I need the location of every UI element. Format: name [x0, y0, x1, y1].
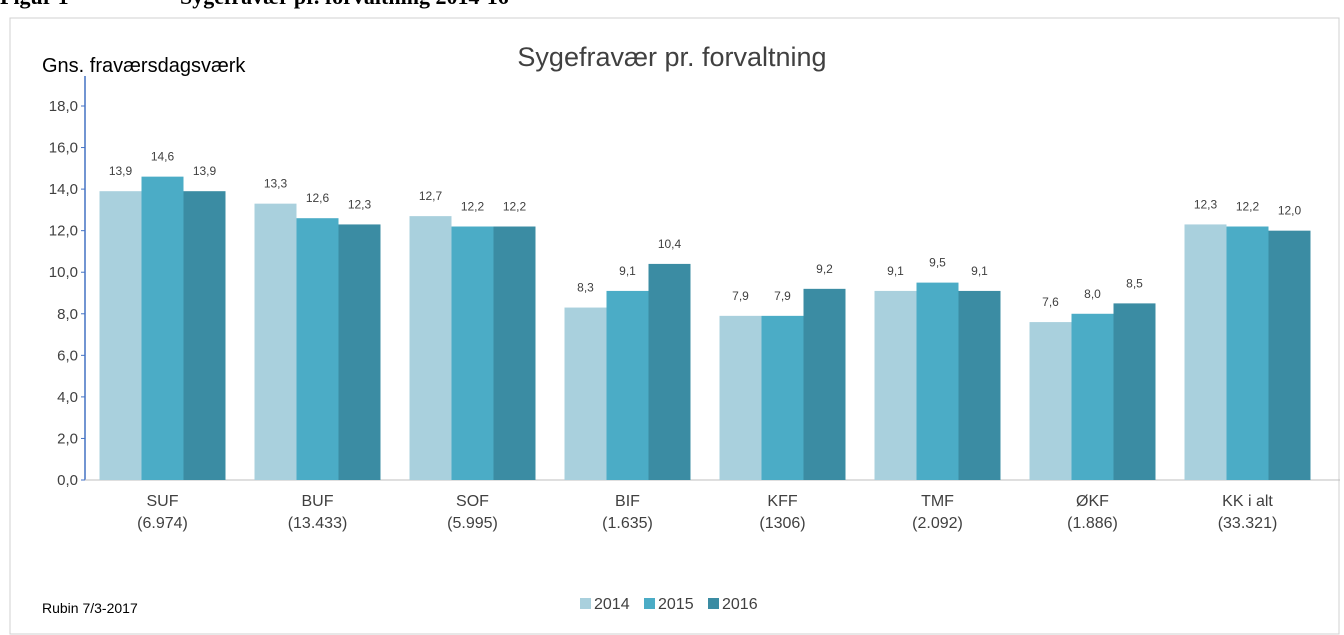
- value-label: 9,1: [619, 264, 636, 278]
- bar: [648, 263, 691, 480]
- bar: [564, 307, 607, 480]
- chart-title: Sygefravær pr. forvaltning: [517, 42, 826, 72]
- bar: [1268, 230, 1311, 480]
- y-tick-label: 0,0: [57, 472, 78, 489]
- bar: [916, 282, 959, 480]
- x-tick-label: TMF: [921, 493, 954, 510]
- value-label: 8,3: [577, 281, 594, 295]
- value-label: 9,5: [929, 256, 946, 270]
- figure-title: Sygefravær pr. forvaltning 2014-16: [180, 0, 509, 9]
- y-tick-label: 12,0: [49, 223, 78, 240]
- value-label: 12,7: [419, 189, 443, 203]
- x-tick-label: (1306): [759, 515, 805, 532]
- value-label: 12,2: [1236, 200, 1260, 214]
- y-axis-label: Gns. fraværsdagsværk: [42, 55, 246, 77]
- x-tick-label: (13.433): [288, 515, 348, 532]
- y-tick-label: 18,0: [49, 98, 78, 115]
- bar: [493, 226, 536, 480]
- bar: [761, 315, 804, 480]
- y-tick-label: 8,0: [57, 306, 78, 323]
- bar: [99, 191, 142, 480]
- x-tick-label: BIF: [615, 493, 640, 510]
- y-tick-label: 4,0: [57, 389, 78, 406]
- legend-swatch: [708, 598, 719, 609]
- bar: [141, 176, 184, 480]
- bar: [296, 218, 339, 480]
- bar: [409, 216, 452, 480]
- legend-swatch: [644, 598, 655, 609]
- figure-label: Figur 1: [0, 0, 69, 9]
- x-tick-label: SUF: [147, 493, 179, 510]
- x-tick-label: KFF: [767, 493, 797, 510]
- bar: [803, 288, 846, 480]
- legend-label: 2015: [658, 596, 694, 613]
- legend-label: 2014: [594, 596, 630, 613]
- value-label: 12,2: [503, 200, 527, 214]
- y-tick-label: 16,0: [49, 140, 78, 157]
- bar: [1071, 313, 1114, 480]
- value-label: 8,5: [1126, 276, 1143, 290]
- value-label: 9,1: [971, 264, 988, 278]
- x-tick-label: (1.635): [602, 515, 653, 532]
- legend-swatch: [580, 598, 591, 609]
- bar: [1226, 226, 1269, 480]
- x-tick-label: (33.321): [1218, 515, 1278, 532]
- x-tick-label: (1.886): [1067, 515, 1118, 532]
- x-tick-label: SOF: [456, 493, 489, 510]
- value-label: 12,3: [348, 197, 372, 211]
- bar: [183, 191, 226, 480]
- legend-label: 2016: [722, 596, 758, 613]
- x-tick-label: ØKF: [1076, 493, 1109, 510]
- value-label: 9,2: [816, 262, 833, 276]
- bar: [1184, 224, 1227, 480]
- value-label: 14,6: [151, 150, 175, 164]
- x-tick-label: (2.092): [912, 515, 963, 532]
- value-label: 9,1: [887, 264, 904, 278]
- value-label: 13,9: [109, 164, 133, 178]
- bar: [874, 290, 917, 480]
- x-tick-label: (5.995): [447, 515, 498, 532]
- bar: [1029, 322, 1072, 480]
- y-tick-label: 14,0: [49, 181, 78, 198]
- value-label: 12,3: [1194, 197, 1218, 211]
- bar: [338, 224, 381, 480]
- y-tick-label: 6,0: [57, 347, 78, 364]
- value-label: 7,9: [732, 289, 749, 303]
- note: Rubin 7/3-2017: [42, 600, 138, 616]
- value-label: 13,9: [193, 164, 217, 178]
- value-label: 7,9: [774, 289, 791, 303]
- y-tick-label: 10,0: [49, 264, 78, 281]
- value-label: 12,0: [1278, 204, 1302, 218]
- value-label: 10,4: [658, 237, 682, 251]
- bar: [451, 226, 494, 480]
- bar: [254, 203, 297, 480]
- y-tick-label: 2,0: [57, 430, 78, 447]
- x-tick-label: (6.974): [137, 515, 188, 532]
- value-label: 7,6: [1042, 295, 1059, 309]
- x-tick-label: BUF: [302, 493, 334, 510]
- value-label: 12,2: [461, 200, 485, 214]
- x-tick-label: KK i alt: [1222, 493, 1273, 510]
- value-label: 13,3: [264, 177, 288, 191]
- chart-frame: [9, 17, 1340, 635]
- value-label: 8,0: [1084, 287, 1101, 301]
- bar: [958, 290, 1001, 480]
- bar: [1113, 303, 1156, 480]
- bar: [606, 290, 649, 480]
- value-label: 12,6: [306, 191, 330, 205]
- bar: [719, 315, 762, 480]
